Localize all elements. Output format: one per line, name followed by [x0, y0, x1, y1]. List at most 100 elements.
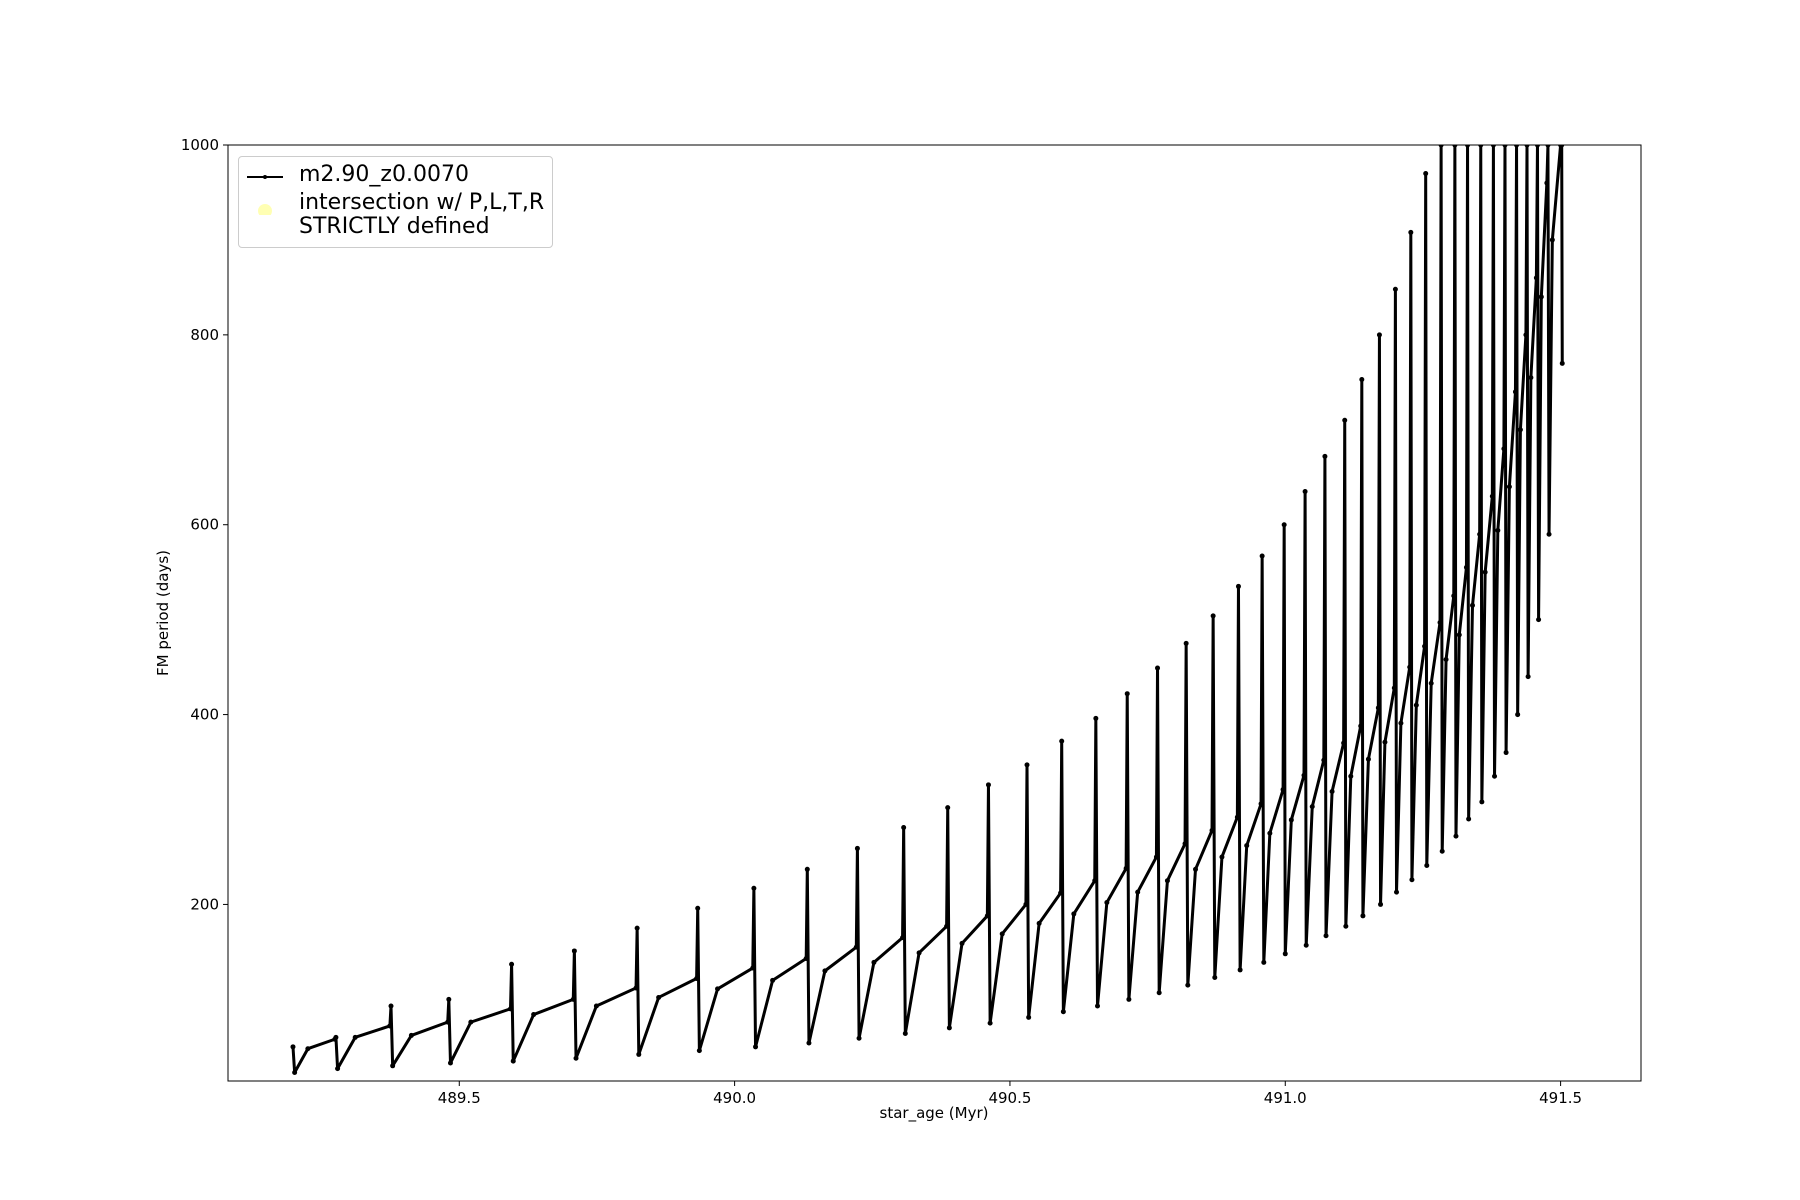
x-tick-label: 490.0 — [713, 1089, 756, 1107]
x-tick-label: 489.5 — [438, 1089, 481, 1107]
data-point — [853, 944, 859, 950]
data-point — [1479, 799, 1485, 805]
data-point — [946, 1025, 952, 1031]
data-point — [1489, 493, 1495, 499]
data-point — [806, 1040, 812, 1046]
data-point — [854, 845, 860, 851]
legend: m2.90_z0.0070 intersection w/ P,L,T,R STR… — [238, 156, 554, 248]
data-point — [1437, 619, 1443, 625]
data-point — [1438, 145, 1444, 148]
data-point — [1422, 643, 1428, 649]
data-point — [1534, 145, 1540, 148]
data-point — [695, 905, 701, 911]
data-point — [1182, 841, 1188, 847]
data-point — [1094, 1003, 1100, 1009]
data-point — [292, 1069, 298, 1075]
data-point — [1492, 773, 1498, 779]
data-point — [1259, 553, 1265, 559]
axes-frame — [227, 144, 1642, 1082]
data-point — [1528, 375, 1534, 381]
data-point — [1360, 913, 1366, 919]
data-point — [1135, 889, 1141, 895]
data-point — [1060, 1009, 1066, 1015]
data-point — [1026, 1014, 1032, 1020]
data-point — [1185, 982, 1191, 988]
data-point — [1281, 522, 1287, 528]
data-point — [753, 1044, 759, 1050]
data-point — [1261, 959, 1267, 965]
data-point — [573, 1055, 579, 1061]
legend-marker — [263, 175, 267, 179]
data-point — [1559, 360, 1565, 366]
data-point — [1512, 389, 1518, 395]
data-point — [1413, 702, 1419, 708]
data-point — [1023, 901, 1029, 907]
data-point — [1237, 967, 1243, 973]
data-point — [1463, 564, 1469, 570]
data-point — [1359, 376, 1365, 382]
data-point — [1394, 889, 1400, 895]
data-point — [1392, 286, 1398, 292]
data-point — [333, 1034, 339, 1040]
data-point — [1490, 145, 1496, 148]
data-point — [1358, 723, 1364, 729]
data-point — [1104, 900, 1110, 906]
data-point — [770, 977, 776, 983]
data-point — [916, 950, 922, 956]
data-point — [1502, 145, 1508, 148]
data-point — [1301, 772, 1307, 778]
data-point — [1453, 833, 1459, 839]
data-point — [636, 1051, 642, 1057]
data-point — [446, 996, 452, 1002]
data-point — [1342, 417, 1348, 423]
data-point — [871, 959, 877, 965]
data-point — [804, 866, 810, 872]
data-point — [1546, 531, 1552, 537]
data-point — [1280, 787, 1286, 793]
data-point — [656, 994, 662, 1000]
data-point — [1443, 657, 1449, 663]
data-point — [999, 931, 1005, 937]
data-point — [1164, 878, 1170, 884]
legend-entry: m2.90_z0.0070 — [245, 163, 544, 187]
data-point — [1302, 488, 1308, 494]
data-point — [822, 968, 828, 974]
data-point — [1482, 569, 1488, 575]
data-point — [1365, 756, 1371, 762]
data-point — [1210, 613, 1216, 619]
data-point — [1514, 145, 1520, 148]
data-point — [1153, 854, 1159, 860]
legend-swatch — [258, 204, 272, 215]
data-point — [531, 1012, 537, 1018]
data-point — [468, 1019, 474, 1025]
data-point — [1544, 180, 1550, 186]
data-point — [1282, 951, 1288, 957]
legend-label: intersection w/ P,L,T,R STRICTLY defined — [299, 190, 545, 239]
data-point — [803, 956, 809, 962]
data-point — [1559, 145, 1565, 148]
data-point — [856, 1035, 862, 1041]
data-point — [1536, 617, 1542, 623]
data-point — [1398, 720, 1404, 726]
data-point — [900, 935, 906, 941]
data-point — [1124, 691, 1130, 697]
data-point — [1477, 531, 1483, 537]
data-point — [510, 1058, 516, 1064]
data-point — [447, 1060, 453, 1066]
y-tick-label: 1000 — [181, 136, 219, 154]
data-point — [1156, 990, 1162, 996]
data-point — [1321, 757, 1327, 763]
data-point — [1545, 145, 1551, 148]
data-point — [1407, 664, 1413, 670]
data-point — [959, 940, 965, 946]
data-point — [408, 1032, 414, 1038]
data-point — [696, 1048, 702, 1054]
data-point — [1092, 878, 1098, 884]
data-point — [1506, 484, 1512, 490]
data-point — [1309, 804, 1315, 810]
data-point — [1123, 865, 1129, 871]
data-point — [1439, 848, 1445, 854]
y-tick-label: 400 — [190, 706, 219, 724]
data-point — [1348, 773, 1354, 779]
